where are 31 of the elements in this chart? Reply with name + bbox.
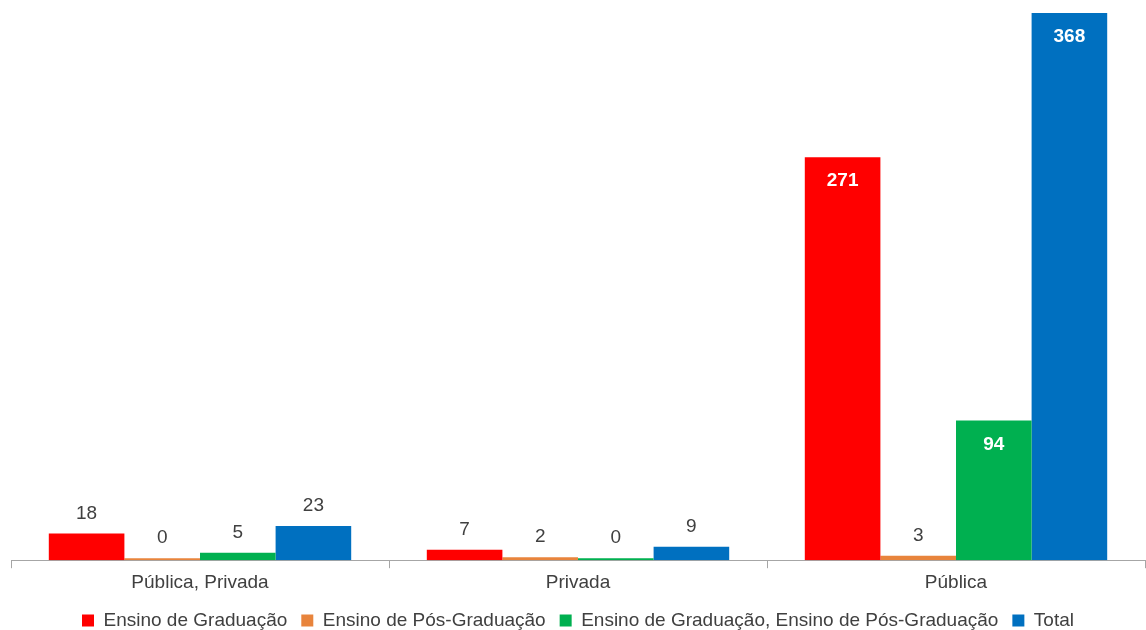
data-label: 23 [302,494,324,516]
legend-label: Ensino de Pós-Graduação [322,608,546,630]
bar [124,558,200,561]
bar [880,555,956,561]
data-label: 5 [232,521,244,542]
legend-label: Ensino de Graduação [103,608,288,630]
data-label: 3 [912,523,924,545]
bar [48,533,125,561]
x-tick-label: Privada [545,570,611,592]
data-label: 7 [459,518,470,540]
bar [275,526,352,561]
data-label: 9 [686,515,697,537]
x-tick-label: Pública, Privada [131,570,270,592]
bar [426,549,503,561]
bar [956,420,1032,561]
data-label: 368 [1053,25,1086,47]
bar [653,546,730,561]
data-label: 2 [534,525,546,547]
bar [1031,13,1108,561]
bar [200,552,276,561]
legend-label: Total [1033,608,1075,630]
bar [804,157,881,561]
data-label: 18 [76,501,98,523]
x-tick-label: Pública [924,570,988,592]
data-label: 94 [983,432,1005,454]
legend-label: Ensino de Graduação, Ensino de Pós-Graduação [581,608,999,630]
data-label: 0 [156,526,168,548]
bar [578,558,654,561]
data-label: 0 [610,526,622,548]
bar [502,557,578,561]
data-label: 271 [826,169,859,191]
